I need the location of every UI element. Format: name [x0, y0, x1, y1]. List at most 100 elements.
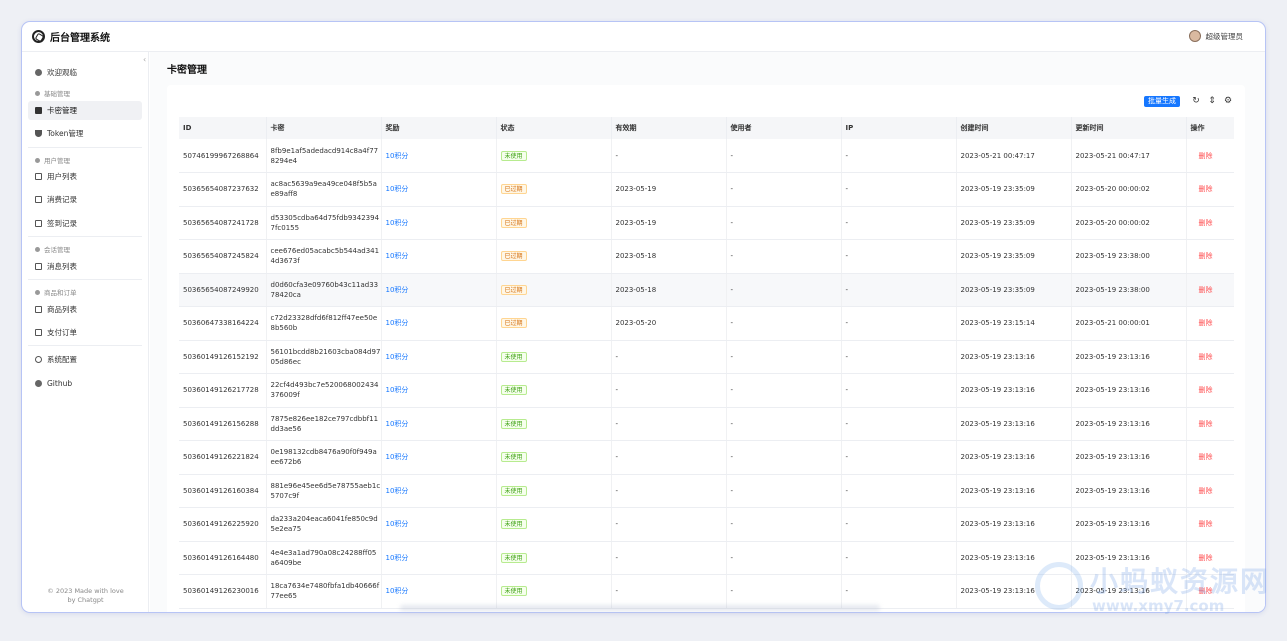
table-cell: - [726, 206, 842, 240]
batch-generate-button[interactable]: 批量生成 [1144, 95, 1180, 107]
delete-button[interactable]: 删除 [1198, 386, 1213, 395]
reward-link[interactable]: 10积分 [385, 486, 409, 495]
sidebar: 欢迎观临 基础管理 卡密管理 Token管理 用户管理 用户列表 消费记录 [22, 52, 149, 612]
sidebar-item-github[interactable]: Github [28, 374, 142, 393]
page-title: 卡密管理 [167, 65, 207, 76]
reward-link[interactable]: 10积分 [385, 252, 409, 261]
table-cell: - [841, 239, 957, 274]
table-cell: 删除 [1186, 574, 1234, 609]
table-cell: - [841, 574, 957, 609]
sidebar-item-label: Token管理 [47, 129, 84, 138]
table-cell: 2023-05-19 23:35:09 [956, 239, 1072, 274]
column-header: ID [179, 117, 267, 139]
status-badge: 未使用 [500, 351, 527, 362]
sidebar-item-token-mgmt[interactable]: Token管理 [28, 124, 142, 143]
top-bar: 后台管理系统 超级管理员 [22, 22, 1265, 52]
table-cell: 881e96e45ee6d5e78755aeb1c5707c9f [266, 474, 382, 508]
table-cell: 2023-05-19 23:38:00 [1071, 239, 1187, 274]
reward-link[interactable]: 10积分 [385, 587, 409, 596]
group-basic: 基础管理 [35, 88, 70, 98]
column-header: 卡密 [266, 117, 382, 139]
table-cell: 2023-05-19 23:13:16 [956, 507, 1072, 542]
users-icon [35, 157, 40, 163]
reward-link[interactable]: 10积分 [385, 386, 409, 395]
reward-link[interactable]: 10积分 [385, 285, 409, 294]
collapse-sidebar-icon[interactable]: ‹ [143, 55, 147, 64]
table-cell: 删除 [1186, 139, 1234, 173]
table-cell: 56101bcdd8b21603cba084d9705d86ec [266, 340, 382, 374]
sidebar-item-goods-list[interactable]: 商品列表 [28, 300, 142, 319]
table-cell: 未使用 [496, 507, 612, 542]
table-cell: 删除 [1186, 306, 1234, 341]
sidebar-item-consumption[interactable]: 消费记录 [28, 190, 142, 209]
table-cell: 未使用 [496, 139, 612, 173]
sidebar-item-signin[interactable]: 签到记录 [28, 214, 142, 233]
table-cell: 10积分 [381, 541, 497, 575]
delete-button[interactable]: 删除 [1198, 419, 1213, 428]
table-cell: 2023-05-19 [611, 206, 727, 240]
table-cell: - [726, 172, 842, 207]
delete-button[interactable]: 删除 [1198, 587, 1213, 596]
delete-button[interactable]: 删除 [1198, 252, 1213, 261]
delete-button[interactable]: 删除 [1198, 151, 1213, 160]
chat-icon [35, 246, 40, 252]
table-cell: 10积分 [381, 407, 497, 441]
reward-link[interactable]: 10积分 [385, 453, 409, 462]
table-cell: 删除 [1186, 172, 1234, 207]
table-cell: 删除 [1186, 373, 1234, 408]
sidebar-item-message-list[interactable]: 消息列表 [28, 257, 142, 276]
table-cell: 50360149126152192 [179, 340, 267, 374]
reward-link[interactable]: 10积分 [385, 319, 409, 328]
table-cell: 2023-05-19 23:13:16 [1071, 541, 1187, 575]
reward-link[interactable]: 10积分 [385, 218, 409, 227]
sidebar-item-pay-orders[interactable]: 支付订单 [28, 323, 142, 342]
table-cell: 2023-05-19 23:35:09 [956, 172, 1072, 207]
table-row: 50360149126164480 4e4e3a1ad790a08c24288ff… [179, 541, 1234, 575]
table-cell: - [611, 373, 727, 408]
table-cell: 2023-05-19 23:13:16 [956, 340, 1072, 374]
table-row: 50365654087237632 ac8ac5639a9ea49ce048f5b… [179, 172, 1234, 207]
reward-link[interactable]: 10积分 [385, 553, 409, 562]
sidebar-item-user-list[interactable]: 用户列表 [28, 167, 142, 186]
reward-link[interactable]: 10积分 [385, 151, 409, 160]
delete-button[interactable]: 删除 [1198, 185, 1213, 194]
column-height-icon[interactable]: ⇕ [1208, 96, 1216, 106]
sidebar-item-card-mgmt[interactable]: 卡密管理 [28, 101, 142, 120]
user-menu[interactable]: 超级管理员 [1188, 30, 1243, 42]
table-cell: - [841, 139, 957, 173]
delete-button[interactable]: 删除 [1198, 520, 1213, 529]
reward-link[interactable]: 10积分 [385, 352, 409, 361]
delete-button[interactable]: 删除 [1198, 486, 1213, 495]
reward-link[interactable]: 10积分 [385, 185, 409, 194]
table-cell: da233a204eaca6041fe850c9d5e2ea75 [266, 507, 382, 542]
table-cell: cee676ed05acabc5b544ad3414d3673f [266, 239, 382, 274]
table-cell: 2023-05-18 [611, 239, 727, 274]
group-goods: 商品和订单 [35, 287, 77, 297]
delete-button[interactable]: 删除 [1198, 319, 1213, 328]
table-cell: 2023-05-20 [611, 306, 727, 341]
table-cell: 2023-05-19 23:13:16 [956, 440, 1072, 475]
message-icon [35, 263, 42, 270]
delete-button[interactable]: 删除 [1198, 285, 1213, 294]
sidebar-item-welcome[interactable]: 欢迎观临 [28, 63, 142, 82]
table-cell: 已过期 [496, 239, 612, 274]
check-circle-icon [35, 69, 42, 76]
table-cell: - [726, 306, 842, 341]
group-label: 商品和订单 [44, 289, 77, 297]
watermark-text: 小蚂蚁资源网 [1090, 565, 1271, 598]
sidebar-item-system-config[interactable]: 系统配置 [28, 350, 142, 369]
delete-button[interactable]: 删除 [1198, 218, 1213, 227]
reward-link[interactable]: 10积分 [385, 520, 409, 529]
delete-button[interactable]: 删除 [1198, 553, 1213, 562]
table-cell: c72d23328dfd6f812ff47ee50e8b560b [266, 306, 382, 341]
table-cell: 10积分 [381, 440, 497, 475]
column-header: 奖励 [381, 117, 497, 139]
settings-icon[interactable]: ⚙ [1223, 96, 1233, 106]
table-cell: 删除 [1186, 541, 1234, 575]
table-cell: 已过期 [496, 306, 612, 341]
reward-link[interactable]: 10积分 [385, 419, 409, 428]
delete-button[interactable]: 删除 [1198, 352, 1213, 361]
status-badge: 未使用 [500, 418, 527, 429]
refresh-icon[interactable]: ↻ [1192, 96, 1200, 106]
delete-button[interactable]: 删除 [1198, 453, 1213, 462]
